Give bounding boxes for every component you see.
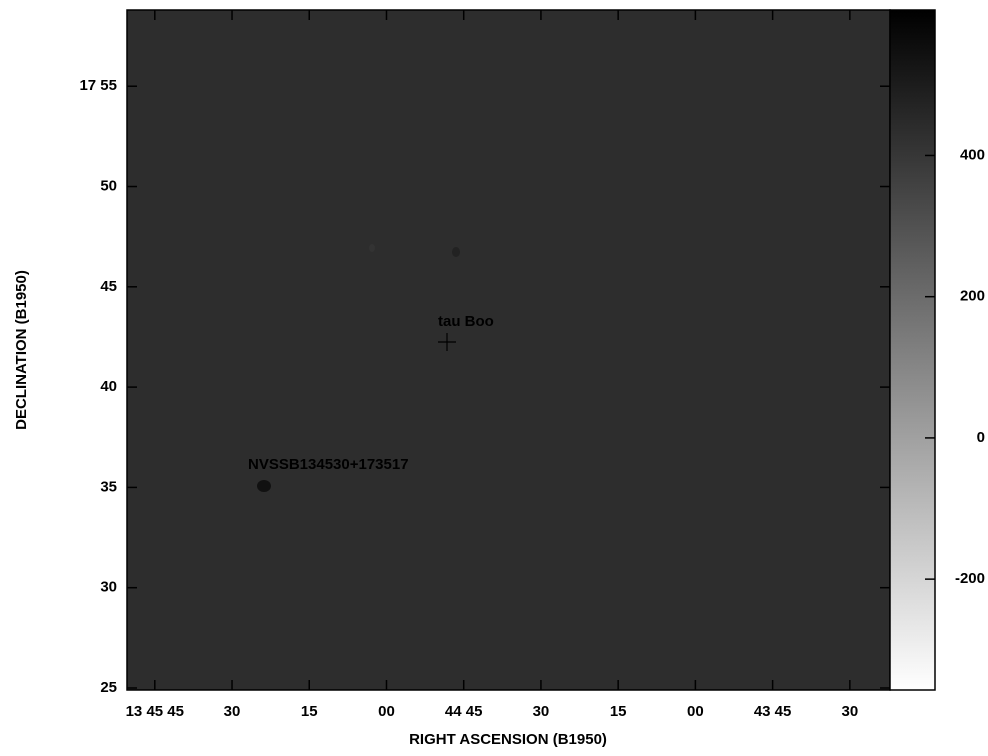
source-blob (452, 247, 460, 257)
image-noise (127, 10, 890, 690)
x-tick-label: 43 45 (754, 703, 792, 720)
y-tick-label: 25 (100, 679, 117, 696)
x-tick-label: 00 (687, 703, 704, 720)
source-blob (369, 244, 375, 252)
source-blob (257, 480, 271, 492)
y-axis-label: DECLINATION (B1950) (13, 270, 30, 430)
x-tick-label: 15 (301, 703, 318, 720)
colorbar-tick-label: -200 (955, 570, 985, 587)
x-tick-label: 30 (841, 703, 858, 720)
y-tick-label: 17 55 (79, 77, 117, 94)
x-tick-label: 30 (533, 703, 550, 720)
colorbar-tick-label: 0 (977, 429, 985, 446)
colorbar-tick-label: 400 (960, 146, 985, 163)
colorbar-tick-label: 200 (960, 288, 985, 305)
x-tick-label: 44 45 (445, 703, 483, 720)
x-tick-label: 15 (610, 703, 627, 720)
annotation: NVSSB134530+173517 (248, 456, 409, 473)
x-tick-label: 13 45 45 (126, 703, 184, 720)
annotation: tau Boo (438, 313, 494, 330)
y-tick-label: 30 (100, 579, 117, 596)
x-axis-label: RIGHT ASCENSION (B1950) (409, 731, 607, 748)
x-tick-label: 00 (378, 703, 395, 720)
y-tick-label: 50 (100, 177, 117, 194)
y-tick-label: 45 (100, 278, 117, 295)
y-tick-label: 35 (100, 478, 117, 495)
x-tick-label: 30 (224, 703, 241, 720)
colorbar (889, 9, 936, 691)
y-tick-label: 40 (100, 378, 117, 395)
